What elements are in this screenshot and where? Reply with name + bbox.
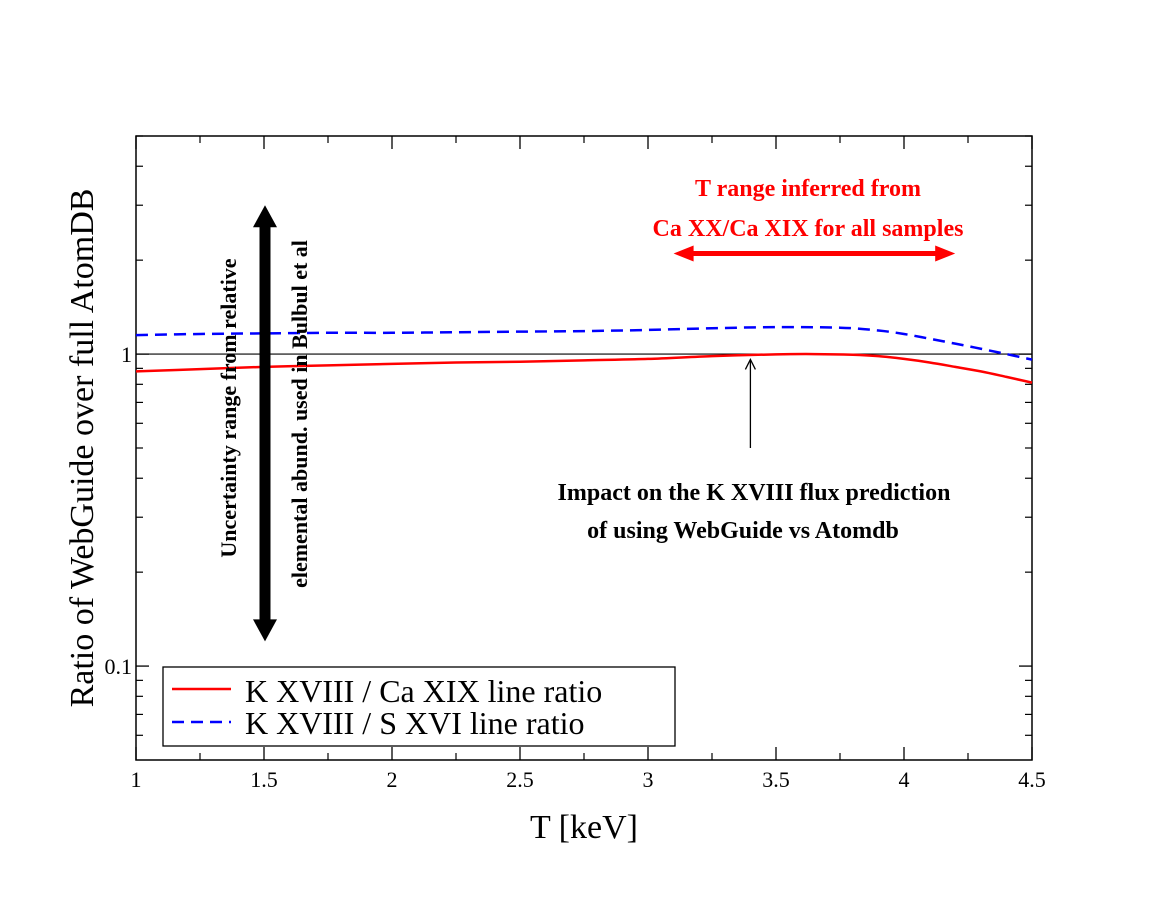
series-line-k18-s16 [135,325,1033,361]
t-range-label-line2: Ca XX/Ca XIX for all samples [653,216,964,242]
impact-arrowhead [744,357,756,370]
x-tick-label: 3.5 [762,767,790,792]
uncertainty-arrowhead-top [253,205,277,228]
series-line-k18-ca19 [135,352,1033,384]
t-range-arrowhead-right [935,245,956,262]
t-range-arrowhead-left [673,245,694,262]
x-tick-label: 3 [643,767,654,792]
y-tick-label: 0.1 [105,654,133,679]
legend-label-k18-s16: K XVIII / S XVI line ratio [245,705,584,741]
x-tick-label: 4 [899,767,910,792]
y-tick-label: 1 [121,342,132,367]
x-tick-label: 2.5 [506,767,534,792]
legend: K XVIII / Ca XIX line ratio K XVIII / S … [162,666,676,747]
x-tick-label: 4.5 [1018,767,1046,792]
legend-label-k18-ca19: K XVIII / Ca XIX line ratio [245,673,602,709]
impact-label-line1: Impact on the K XVIII flux prediction [558,480,951,506]
x-tick-label: 2 [387,767,398,792]
axis-ticks [135,135,1033,760]
impact-label-line2: of using WebGuide vs Atomdb [587,518,899,544]
t-range-label-line1: T range inferred from [695,176,921,202]
axis-tick-labels: 1 1.5 2 2.5 3 3.5 4 4.5 0.1 1 [105,342,1046,792]
legend-box [162,666,676,747]
x-tick-label: 1 [131,767,142,792]
uncertainty-label-line1: Uncertainty range from relative [216,258,241,557]
uncertainty-label-line2: elemental abund. used in Bulbul et al [287,240,312,588]
uncertainty-arrowhead-bottom [253,619,277,642]
x-axis-label: T [keV] [530,809,638,846]
x-tick-label: 1.5 [250,767,278,792]
y-axis-label: Ratio of WebGuide over full AtomDB [64,189,101,708]
